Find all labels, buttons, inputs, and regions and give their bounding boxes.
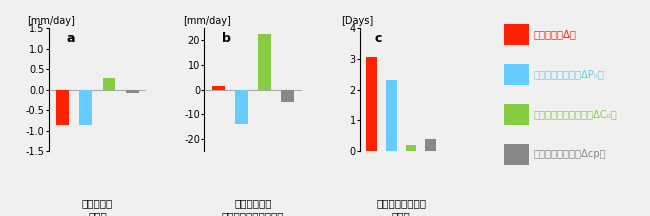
Text: b: b: [222, 32, 231, 45]
Text: 支乱変化の寄与（ΔP₀）: 支乱変化の寄与（ΔP₀）: [533, 70, 604, 79]
Text: [Days]: [Days]: [342, 16, 374, 26]
Text: a: a: [66, 32, 75, 45]
Bar: [235, 90, 248, 124]
Text: 相互作用の寄与（Δcp）: 相互作用の寄与（Δcp）: [533, 149, 606, 159]
Text: 連続無降水日日数
の変化: 連続無降水日日数 の変化: [376, 198, 426, 216]
Bar: [386, 80, 396, 151]
Bar: [366, 57, 377, 151]
Text: c: c: [374, 32, 382, 45]
Bar: [103, 78, 115, 90]
Text: 強い雨の変化
（平均日最大降水量）: 強い雨の変化 （平均日最大降水量）: [222, 198, 284, 216]
Bar: [79, 90, 92, 124]
Text: 平均降水量
の変化: 平均降水量 の変化: [82, 198, 113, 216]
Text: 平均状態変化の寄与（ΔC₀）: 平均状態変化の寄与（ΔC₀）: [533, 110, 617, 119]
Bar: [425, 139, 436, 151]
Bar: [258, 34, 271, 90]
Bar: [406, 145, 417, 151]
Bar: [126, 90, 138, 93]
Text: [mm/day]: [mm/day]: [27, 16, 75, 26]
Text: [mm/day]: [mm/day]: [183, 16, 231, 26]
Bar: [212, 86, 224, 90]
Text: 将来変化（Δ）: 将来変化（Δ）: [533, 30, 576, 40]
Bar: [281, 90, 294, 102]
Bar: [57, 90, 69, 124]
